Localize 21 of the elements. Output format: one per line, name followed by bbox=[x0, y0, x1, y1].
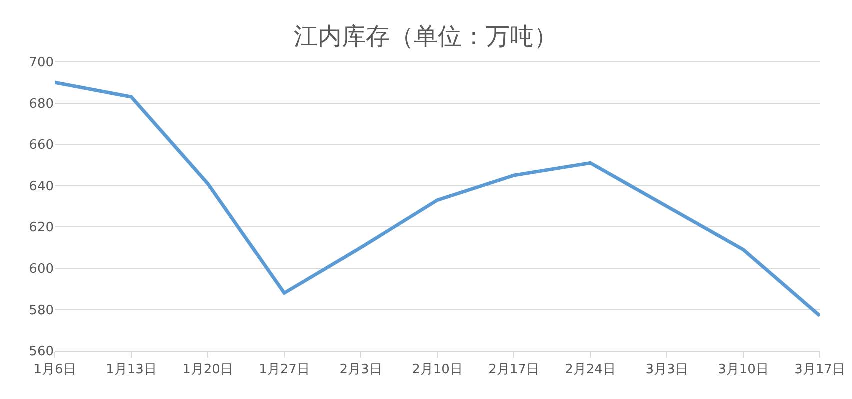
x-tick-label: 2月17日 bbox=[488, 362, 540, 378]
x-tick-label: 1月6日 bbox=[34, 362, 76, 378]
x-tick-label: 1月20日 bbox=[182, 362, 234, 378]
y-tick-label: 700 bbox=[29, 56, 54, 71]
x-tick-label: 2月3日 bbox=[340, 362, 382, 378]
x-tick-label: 3月3日 bbox=[646, 362, 688, 378]
x-tick-label: 1月13日 bbox=[106, 362, 157, 378]
y-tick-label: 620 bbox=[29, 220, 54, 236]
x-tick-label: 1月27日 bbox=[259, 362, 310, 378]
x-tick-label: 2月24日 bbox=[565, 362, 616, 378]
x-tick-label: 2月10日 bbox=[412, 362, 463, 378]
y-tick-label: 560 bbox=[29, 344, 54, 360]
chart-title: 江内库存（单位：万吨） bbox=[294, 22, 558, 51]
x-tick-label: 3月17日 bbox=[794, 362, 846, 378]
y-tick-label: 580 bbox=[29, 303, 54, 318]
y-tick-label: 680 bbox=[29, 96, 54, 112]
y-tick-label: 640 bbox=[29, 179, 54, 194]
line-series bbox=[55, 80, 820, 318]
x-tick-label: 3月10日 bbox=[718, 362, 769, 378]
y-tick-label: 660 bbox=[29, 138, 54, 154]
y-tick-label: 600 bbox=[29, 262, 54, 277]
